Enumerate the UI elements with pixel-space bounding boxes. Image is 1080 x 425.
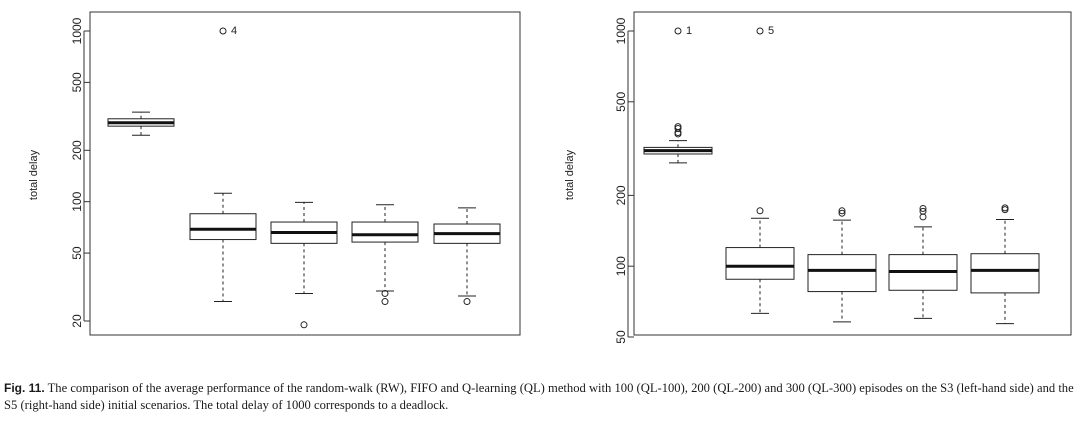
box-iqr <box>189 213 257 241</box>
box-iqr <box>351 221 419 243</box>
box-iqr <box>807 254 877 293</box>
y-tick-label: 100 <box>70 191 84 211</box>
box-iqr <box>725 247 795 280</box>
y-tick-label: 500 <box>70 72 84 92</box>
outlier-point <box>463 298 471 306</box>
outlier-point <box>919 204 927 212</box>
outlier-point <box>300 321 308 329</box>
y-tick-label: 1000 <box>614 17 628 44</box>
caption-label: Fig. 11. <box>4 381 45 395</box>
y-tick-label: 20 <box>70 314 84 328</box>
outlier-point <box>756 27 764 35</box>
outlier-point <box>1001 206 1009 214</box>
y-tick-label: 50 <box>614 330 628 344</box>
outlier-label: 4 <box>231 25 237 37</box>
caption-text: The comparison of the average performanc… <box>4 381 1074 412</box>
outlier-point <box>674 27 682 35</box>
figure-caption: Fig. 11. The comparison of the average p… <box>4 380 1076 414</box>
outlier-label: 1 <box>686 25 692 37</box>
y-tick-label: 200 <box>70 140 84 160</box>
y-axis-label: total delay <box>564 149 576 200</box>
y-tick-label: 1000 <box>70 17 84 44</box>
y-tick-label: 100 <box>614 256 628 276</box>
outlier-point <box>919 213 927 221</box>
outlier-point <box>219 27 227 35</box>
outlier-point <box>838 209 846 217</box>
y-axis-label: total delay <box>28 149 40 200</box>
left-plot-frame <box>89 11 521 336</box>
outlier-point <box>381 298 389 306</box>
y-tick-label: 50 <box>70 246 84 260</box>
box-iqr <box>970 253 1040 294</box>
outlier-point <box>674 124 682 132</box>
outlier-label: 5 <box>768 25 774 37</box>
outlier-point <box>381 289 389 297</box>
outlier-point <box>838 207 846 215</box>
y-tick-label: 500 <box>614 91 628 111</box>
outlier-point <box>756 207 764 215</box>
y-tick-label: 200 <box>614 185 628 205</box>
right-plot-frame <box>633 11 1072 336</box>
outlier-point <box>674 130 682 138</box>
